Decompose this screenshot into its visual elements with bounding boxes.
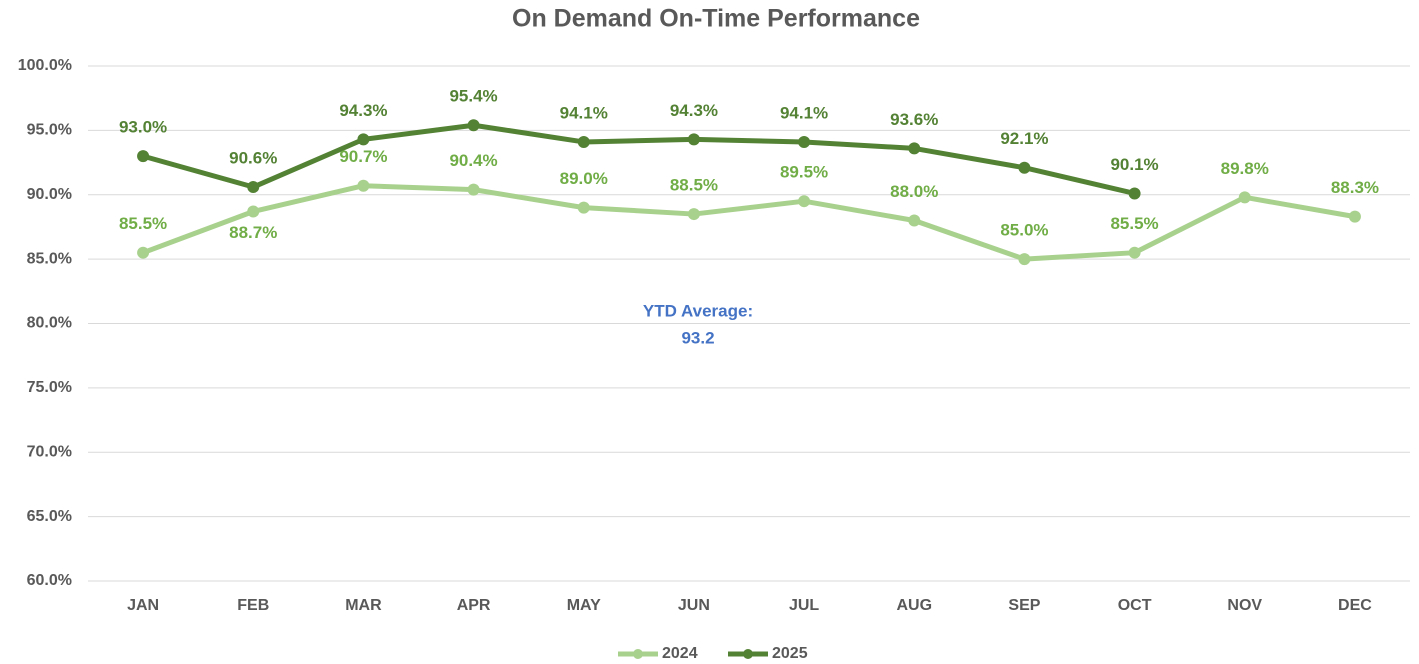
y-tick-label: 75.0% [27,379,72,396]
legend-label: 2025 [772,645,808,662]
data-point [687,208,700,221]
data-label: 88.5% [670,176,718,195]
data-point [137,246,150,259]
x-tick-label: AUG [896,597,932,614]
data-label: 85.5% [119,214,167,233]
data-point [577,135,590,148]
y-tick-label: 60.0% [27,572,72,589]
data-point [577,201,590,214]
series-line [142,183,1356,262]
x-tick-label: FEB [237,597,269,614]
data-point [1018,161,1031,174]
y-tick-label: 90.0% [27,186,72,203]
data-label: 88.7% [229,223,277,242]
x-tick-label: MAR [345,597,382,614]
data-point [467,119,480,132]
data-point [357,133,370,146]
annotation-value: 93.2 [681,328,714,347]
data-label: 89.8% [1221,159,1269,178]
data-point [137,150,150,163]
data-label: 90.7% [339,147,387,166]
data-point [1128,246,1141,259]
data-label: 85.5% [1110,214,1158,233]
legend-label: 2024 [662,645,698,662]
data-point [1348,210,1361,223]
y-tick-label: 70.0% [27,443,72,460]
data-label: 94.1% [560,103,608,122]
data-point [687,133,700,146]
data-label: 88.0% [890,182,938,201]
data-point [798,135,811,148]
data-point [247,205,260,218]
x-tick-label: SEP [1008,597,1040,614]
data-point [1238,191,1251,204]
data-point [1128,187,1141,200]
x-tick-label: JAN [127,597,159,614]
legend-marker [743,649,753,659]
y-tick-label: 85.0% [27,250,72,267]
data-point [798,195,811,208]
x-tick-label: APR [457,597,491,614]
data-point [357,179,370,192]
chart-title: On Demand On-Time Performance [512,5,920,33]
data-point [467,183,480,196]
data-label: 93.0% [119,118,167,137]
x-tick-label: MAY [567,597,601,614]
y-tick-label: 100.0% [18,57,72,74]
x-tick-label: OCT [1118,597,1152,614]
data-label: 90.1% [1110,155,1158,174]
data-label: 95.4% [449,87,497,106]
data-point [908,142,921,155]
data-label: 94.3% [670,101,718,120]
data-label: 89.0% [560,169,608,188]
series-line [142,122,1136,196]
data-label: 94.1% [780,103,828,122]
legend-marker [633,649,643,659]
data-label: 92.1% [1000,129,1048,148]
data-label: 90.4% [449,151,497,170]
x-tick-label: JUN [678,597,710,614]
data-point [247,181,260,194]
data-label: 88.3% [1331,178,1379,197]
data-label: 89.5% [780,163,828,182]
y-tick-label: 95.0% [27,122,72,139]
data-point [1018,253,1031,266]
data-label: 94.3% [339,101,387,120]
x-tick-label: DEC [1338,597,1372,614]
y-tick-label: 65.0% [27,508,72,525]
data-point [908,214,921,227]
y-tick-label: 80.0% [27,315,72,332]
data-label: 90.6% [229,149,277,168]
x-tick-label: JUL [789,597,819,614]
annotation-label: YTD Average: [643,301,753,320]
data-label: 85.0% [1000,221,1048,240]
data-label: 93.6% [890,110,938,129]
x-tick-label: NOV [1227,597,1262,614]
